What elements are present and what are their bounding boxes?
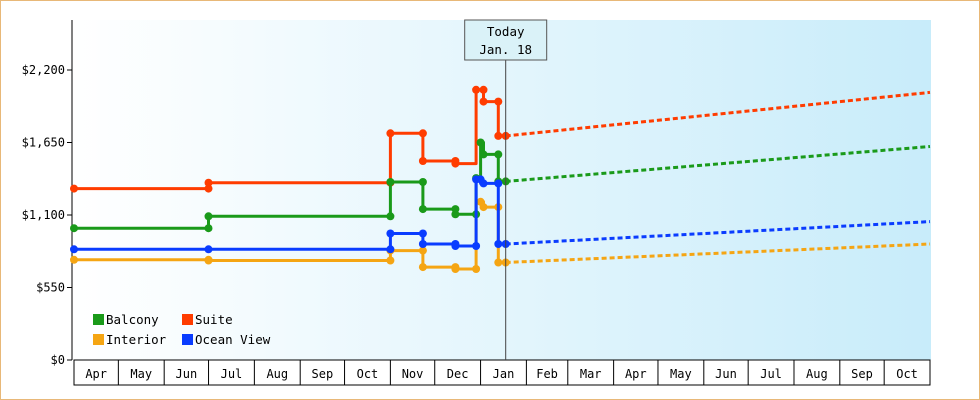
data-point <box>204 212 213 221</box>
x-tick-label: Jul <box>760 367 782 381</box>
data-point <box>472 85 481 94</box>
data-point <box>479 85 488 94</box>
x-tick-label: Aug <box>806 367 828 381</box>
x-tick-label: Feb <box>536 367 558 381</box>
legend-label-suite: Suite <box>195 312 233 327</box>
legend-label-interior: Interior <box>106 332 167 347</box>
data-point <box>494 258 503 267</box>
x-tick-label: Sep <box>851 367 873 381</box>
data-point <box>494 240 503 248</box>
x-tick-label: Oct <box>357 367 379 381</box>
x-tick-label: Dec <box>447 367 469 381</box>
data-point <box>494 179 503 188</box>
x-tick-label: Mar <box>580 367 602 381</box>
today-label: Today <box>487 24 525 39</box>
today-box <box>464 19 548 61</box>
x-tick-label: Jun <box>715 367 737 381</box>
legend-swatch-interior <box>93 334 104 345</box>
data-point <box>418 246 427 255</box>
today-date: Jan. 18 <box>479 42 532 57</box>
data-point <box>386 212 395 221</box>
data-point <box>386 129 395 138</box>
x-tick-label: Sep <box>312 367 334 381</box>
series-suite <box>70 85 931 193</box>
data-point <box>451 242 460 250</box>
y-tick-label: $1,100 <box>22 208 65 222</box>
data-point <box>204 184 213 193</box>
legend-swatch-ocean-view <box>182 334 193 345</box>
x-tick-label: Apr <box>625 367 647 381</box>
data-point <box>494 97 503 106</box>
data-point <box>204 224 213 233</box>
y-tick-label: $2,200 <box>22 63 65 77</box>
legend-swatch-balcony <box>93 314 104 325</box>
x-tick-label: May <box>670 367 692 381</box>
forecast-line-balcony <box>505 145 931 183</box>
x-axis: Apr May Jun Jul Aug Sep Oct Nov Dec Jan Feb Mar Apr M… <box>73 359 931 386</box>
data-point <box>479 150 488 159</box>
data-point <box>418 178 427 186</box>
x-tick-label: Oct <box>896 367 918 381</box>
data-point <box>451 159 460 168</box>
plot-background <box>72 20 931 360</box>
data-point <box>204 245 213 254</box>
data-point <box>418 240 427 248</box>
data-point <box>494 131 503 140</box>
forecast-line-interior <box>505 242 931 264</box>
data-point <box>204 256 213 265</box>
data-point <box>386 256 395 265</box>
data-point <box>472 242 481 250</box>
x-tick-label: Nov <box>402 367 424 381</box>
x-tick-label: May <box>130 367 152 381</box>
x-tick-label: Jul <box>221 367 243 381</box>
forecast-line-suite <box>505 90 931 138</box>
legend-label-balcony: Balcony <box>106 312 159 327</box>
data-point <box>472 265 481 273</box>
x-tick-label: Jun <box>176 367 198 381</box>
data-point <box>494 150 503 159</box>
y-axis: $0 $550 $1,100 $1,650 $2,200 <box>22 20 73 367</box>
legend: Balcony Suite Interior Ocean View <box>93 312 271 347</box>
data-point <box>479 179 488 188</box>
data-point <box>70 184 78 193</box>
data-point <box>70 255 78 264</box>
forecast-line-ocean-view <box>505 220 931 246</box>
today-marker: Today Jan. 18 <box>464 19 548 360</box>
y-tick-label: $1,650 <box>22 136 65 150</box>
data-point <box>479 97 488 106</box>
x-tick-label: Apr <box>85 367 107 381</box>
data-point <box>479 203 488 212</box>
data-point <box>418 263 427 272</box>
x-tick-label: Jan <box>493 367 515 381</box>
x-tick-label: Aug <box>266 367 288 381</box>
data-point <box>451 210 460 219</box>
data-point <box>418 129 427 138</box>
series-lines <box>70 85 931 273</box>
data-point <box>70 245 78 254</box>
legend-swatch-suite <box>182 314 193 325</box>
data-point <box>418 157 427 165</box>
legend-label-ocean-view: Ocean View <box>195 332 271 347</box>
data-point <box>70 224 78 233</box>
y-tick-label: $550 <box>36 281 65 295</box>
y-tick-label: $0 <box>51 353 65 367</box>
data-point <box>204 178 213 187</box>
data-point <box>418 205 427 214</box>
data-point <box>386 245 395 254</box>
data-point <box>476 138 485 147</box>
data-point <box>451 265 460 273</box>
series-ocean-view <box>70 175 931 254</box>
data-point <box>418 229 427 238</box>
data-point <box>386 229 395 238</box>
data-point <box>386 178 395 186</box>
